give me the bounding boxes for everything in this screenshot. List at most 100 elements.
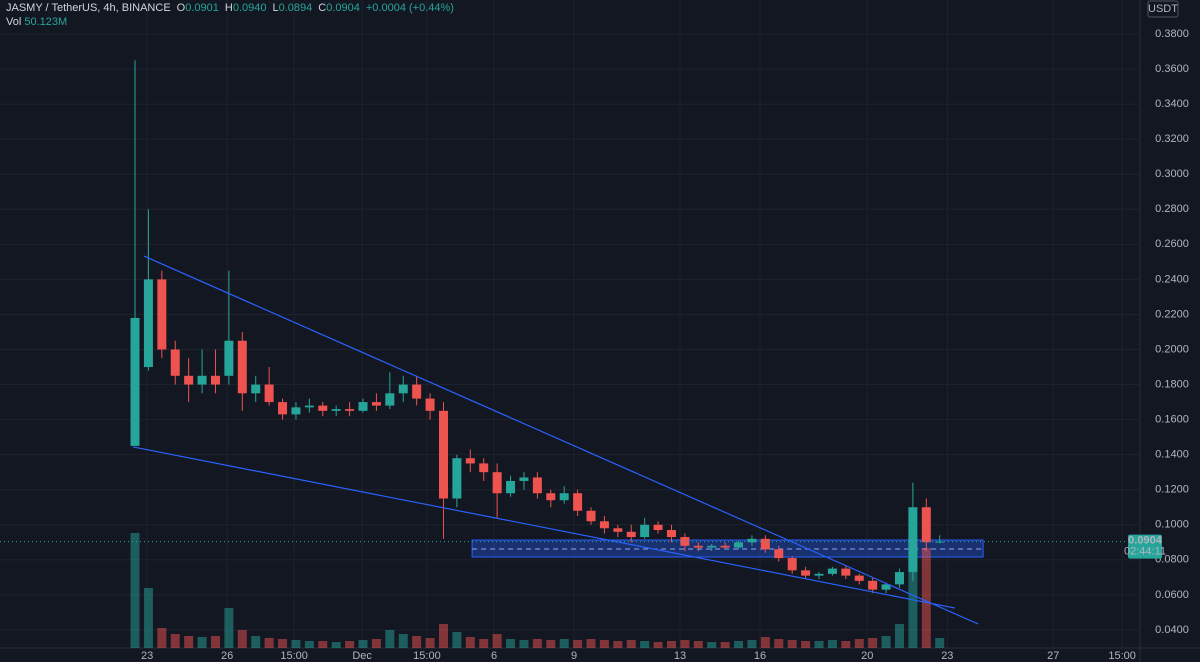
candle-body [371,402,381,406]
candle-body [519,477,529,481]
y-tick-label: 0.3600 [1155,63,1189,75]
volume-bar [586,639,596,648]
candle-body [868,580,878,590]
volume-bar [801,641,811,648]
volume-row: Vol 50.123M [6,15,454,29]
x-tick-label: 13 [674,650,686,662]
candle-body [331,409,341,411]
candle-body [358,402,368,411]
y-tick-label: 0.2800 [1155,203,1189,215]
volume-bar [787,640,797,648]
candle-body [143,279,153,368]
volume-bar [707,642,717,648]
volume-bar [640,641,650,648]
x-tick-label: 23 [141,650,153,662]
trendline [143,255,979,625]
change: +0.0004 (+0.44%) [365,2,454,14]
volume-bar [854,639,864,648]
ohlc-key: L [272,2,279,14]
volume-bar [452,632,462,648]
candle-body [734,542,744,548]
volume-value: 50.123M [24,16,68,28]
y-tick-label: 0.1800 [1155,378,1189,390]
candle-body [130,317,140,446]
y-tick-label: 0.1600 [1155,414,1189,426]
volume-bar [881,636,891,648]
last-price-box [1128,534,1162,559]
currency-box [1147,0,1179,18]
volume-bar [720,642,730,648]
y-tick-label: 0.0800 [1155,554,1189,566]
y-tick-label: 0.2000 [1155,343,1189,355]
x-tick-label: Dec [352,650,372,662]
candle-body [814,573,824,576]
ohlc-value: 0.0940 [232,2,267,14]
volume-bar [412,636,422,648]
ohlc-key: O [176,2,186,14]
y-tick-label: 0.2200 [1155,308,1189,320]
ohlc-key: C [318,2,327,14]
candle-body [935,541,945,543]
candle-body [894,572,904,585]
candle-body [278,402,288,415]
volume-bar [358,640,368,648]
candle-body [626,531,636,538]
candle-body [398,384,408,394]
candle-body [908,507,918,573]
y-tick-label: 0.0400 [1155,624,1189,636]
volume-bar [425,638,435,648]
candle-body [532,477,542,494]
volume-bar [841,641,851,648]
volume-bar [613,641,623,648]
volume-bar [814,641,824,648]
y-tick-label: 0.2400 [1155,273,1189,285]
volume-bar [438,624,448,648]
candle-body [760,538,770,550]
candle-body [774,549,784,559]
candle-body [264,384,274,403]
y-tick-label: 0.3800 [1155,28,1189,40]
last-price-label: 0.0904 [1128,535,1163,547]
ohlc-value: 0.0904 [326,2,360,14]
y-tick-label: 0.3000 [1155,168,1189,180]
candle-body [452,458,462,499]
volume-bar [398,634,408,648]
volume-bar [143,588,153,648]
volume-bar [532,639,542,648]
candle-body [157,279,167,350]
x-tick-label: 23 [941,650,953,662]
legend-header: JASMY / TetherUS, 4h, BINANCE O0.0901 H0.0… [6,1,454,29]
volume-bar [157,628,167,648]
candle-body [304,405,314,408]
volume-bar [304,641,314,648]
volume-bar [680,640,690,648]
candle-body [573,493,583,511]
candle-body [492,472,502,494]
ohlc: O0.0901 H0.0940 L0.0894 C0.0904 [171,2,360,14]
countdown-label: 02:44:11 [1124,546,1166,558]
currency-label: USDT [1148,3,1178,15]
volume-bar [921,548,931,648]
candle-body [425,398,435,411]
y-tick-label: 0.1000 [1155,519,1189,531]
volume-bar [666,641,676,648]
ohlc-value: 0.0894 [278,2,313,14]
candle-body [693,545,703,548]
candle-body [881,584,891,590]
y-tick-label: 0.3200 [1155,133,1189,145]
x-tick-label: 6 [491,650,497,662]
volume-bar [868,638,878,648]
candle-body [640,524,650,538]
volume-bar [184,636,194,648]
volume-label: Vol [6,16,22,28]
y-tick-label: 0.1200 [1155,484,1189,496]
candle-body [546,493,556,501]
candle-body [210,375,220,385]
volume-bar [599,640,609,648]
candle-body [613,528,623,532]
volume-bar [519,640,529,648]
volume-bar [318,641,328,648]
candle-body [465,458,475,464]
volume-bar [935,638,945,648]
